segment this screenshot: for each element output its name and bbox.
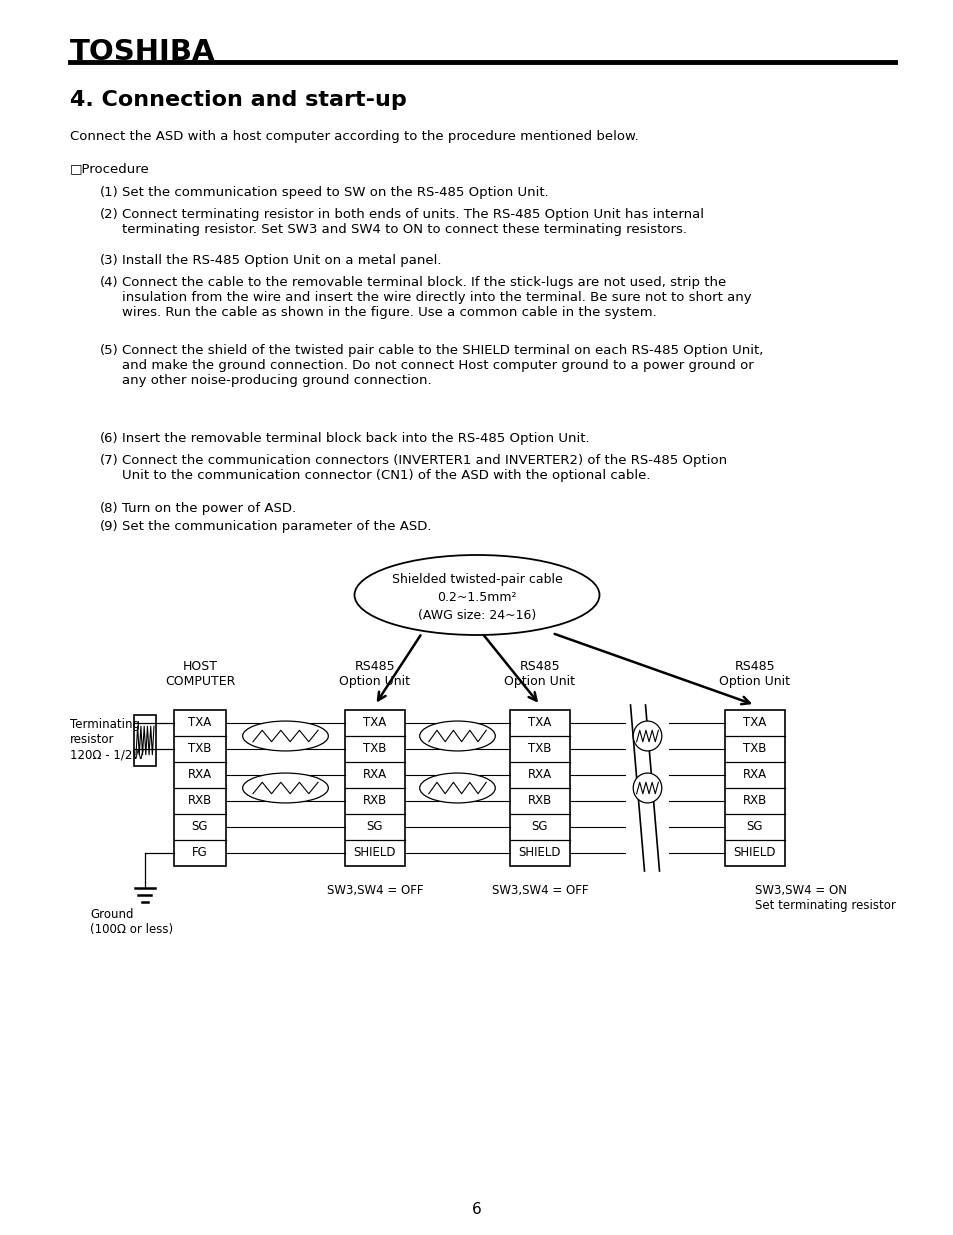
Text: RXB: RXB (527, 794, 552, 808)
Text: TXA: TXA (188, 716, 212, 730)
Text: 6: 6 (472, 1203, 481, 1218)
Text: TXB: TXB (363, 742, 386, 756)
Text: Insert the removable terminal block back into the RS-485 Option Unit.: Insert the removable terminal block back… (122, 432, 589, 445)
Ellipse shape (633, 721, 661, 751)
Text: SHIELD: SHIELD (733, 846, 776, 860)
Text: Turn on the power of ASD.: Turn on the power of ASD. (122, 501, 295, 515)
Ellipse shape (419, 721, 495, 751)
Text: RXA: RXA (188, 768, 212, 782)
Text: 4. Connection and start-up: 4. Connection and start-up (70, 90, 406, 110)
Text: (4): (4) (100, 275, 118, 289)
Text: SW3,SW4 = OFF: SW3,SW4 = OFF (327, 884, 423, 897)
Text: SHIELD: SHIELD (354, 846, 395, 860)
Text: TOSHIBA: TOSHIBA (70, 38, 215, 65)
Text: SG: SG (192, 820, 208, 834)
Text: TXA: TXA (363, 716, 386, 730)
Text: (5): (5) (100, 345, 118, 357)
Text: Set the communication speed to SW on the RS-485 Option Unit.: Set the communication speed to SW on the… (122, 186, 548, 199)
Text: SG: SG (531, 820, 548, 834)
Text: SG: SG (366, 820, 383, 834)
Bar (173, 710, 226, 866)
Ellipse shape (242, 721, 328, 751)
Text: Connect terminating resistor in both ends of units. The RS-485 Option Unit has i: Connect terminating resistor in both end… (122, 207, 703, 236)
Text: FG: FG (192, 846, 208, 860)
Text: Connect the ASD with a host computer according to the procedure mentioned below.: Connect the ASD with a host computer acc… (70, 130, 639, 143)
Ellipse shape (242, 773, 328, 803)
Bar (724, 710, 784, 866)
Text: SHIELD: SHIELD (518, 846, 560, 860)
Text: (7): (7) (100, 454, 118, 467)
Text: (1): (1) (100, 186, 118, 199)
Text: Connect the shield of the twisted pair cable to the SHIELD terminal on each RS-4: Connect the shield of the twisted pair c… (122, 345, 762, 387)
Text: RXB: RXB (362, 794, 387, 808)
Text: Connect the communication connectors (INVERTER1 and INVERTER2) of the RS-485 Opt: Connect the communication connectors (IN… (122, 454, 726, 482)
Text: TXA: TXA (742, 716, 766, 730)
Text: 0.2~1.5mm²: 0.2~1.5mm² (436, 592, 517, 604)
Text: TXB: TXB (188, 742, 212, 756)
Text: RS485
Option Unit: RS485 Option Unit (339, 659, 410, 688)
Text: Install the RS-485 Option Unit on a metal panel.: Install the RS-485 Option Unit on a meta… (122, 254, 441, 267)
Ellipse shape (419, 773, 495, 803)
Text: RXA: RXA (362, 768, 387, 782)
Text: RXA: RXA (527, 768, 552, 782)
Text: Terminating
resistor
120Ω - 1/2W: Terminating resistor 120Ω - 1/2W (70, 718, 144, 761)
Bar (510, 710, 569, 866)
Text: HOST
COMPUTER: HOST COMPUTER (165, 659, 235, 688)
Text: (8): (8) (100, 501, 118, 515)
Text: RS485
Option Unit: RS485 Option Unit (719, 659, 790, 688)
Text: (AWG size: 24~16): (AWG size: 24~16) (417, 609, 536, 622)
Text: RXB: RXB (188, 794, 212, 808)
Text: RXA: RXA (742, 768, 766, 782)
Text: Shielded twisted-pair cable: Shielded twisted-pair cable (392, 573, 561, 585)
Text: RXB: RXB (742, 794, 766, 808)
Text: (2): (2) (100, 207, 118, 221)
Bar (133, 715, 156, 766)
Text: (9): (9) (100, 520, 118, 534)
Text: (3): (3) (100, 254, 118, 267)
Text: Connect the cable to the removable terminal block. If the stick-lugs are not use: Connect the cable to the removable termi… (122, 275, 751, 319)
Bar (345, 710, 405, 866)
Text: SW3,SW4 = OFF: SW3,SW4 = OFF (491, 884, 588, 897)
Text: Set the communication parameter of the ASD.: Set the communication parameter of the A… (122, 520, 431, 534)
Text: □Procedure: □Procedure (70, 162, 150, 175)
Text: SG: SG (746, 820, 762, 834)
Text: TXB: TXB (742, 742, 766, 756)
Ellipse shape (633, 773, 661, 803)
Text: TXA: TXA (528, 716, 551, 730)
Text: Ground
(100Ω or less): Ground (100Ω or less) (90, 908, 172, 936)
Text: SW3,SW4 = ON
Set terminating resistor: SW3,SW4 = ON Set terminating resistor (754, 884, 895, 911)
Text: TXB: TXB (528, 742, 551, 756)
Text: (6): (6) (100, 432, 118, 445)
Text: RS485
Option Unit: RS485 Option Unit (504, 659, 575, 688)
